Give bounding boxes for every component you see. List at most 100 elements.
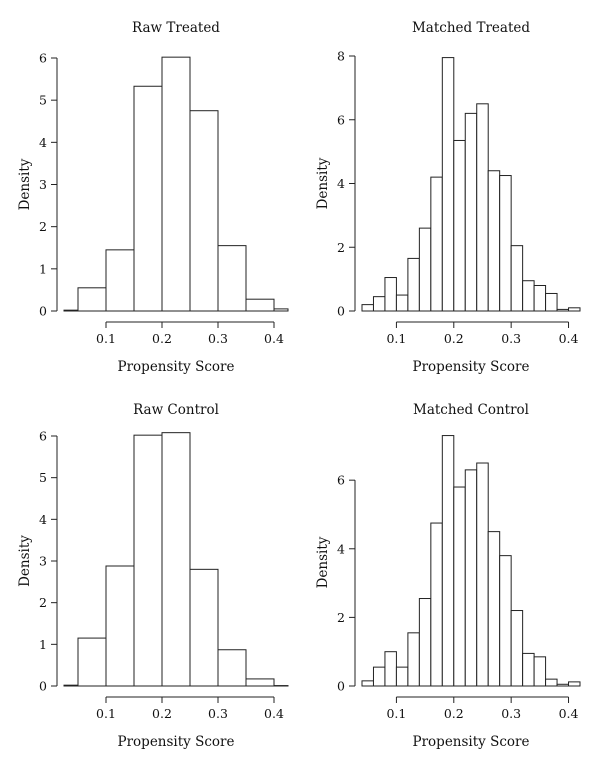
histogram-bar [545, 292, 558, 312]
histogram-bar [476, 103, 489, 312]
histogram-bar [487, 170, 501, 312]
y-tick-label: 2 [337, 240, 345, 255]
histogram-bar [568, 681, 581, 687]
x-axis-label: Propensity Score [118, 734, 235, 750]
histogram-bar [161, 56, 191, 312]
x-tick-label: 0.3 [208, 331, 228, 346]
x-axis-label: Propensity Score [413, 734, 530, 750]
y-tick-label: 6 [337, 473, 345, 488]
x-tick-label: 0.2 [152, 331, 172, 346]
histogram-bar [245, 678, 275, 687]
histogram-bar [545, 678, 558, 687]
histogram-bar [499, 555, 512, 687]
histogram-panel-4: 0 2 4 6 0.1 0.2 0.3 0.4 Matched Control Propensit… [315, 402, 581, 750]
y-tick-label: 3 [39, 554, 47, 569]
x-tick-label: 0.3 [501, 706, 521, 721]
histogram-bar [372, 666, 386, 687]
y-tick-label: 6 [39, 429, 47, 444]
x-tick-label: 0.2 [152, 706, 172, 721]
histogram-bar [384, 651, 397, 687]
y-axis-label: Density [315, 157, 331, 209]
y-tick-label: 5 [39, 93, 47, 108]
x-tick-label: 0.4 [559, 331, 579, 346]
histogram-bar [395, 294, 409, 312]
histogram-bar [189, 110, 219, 312]
x-tick-label: 0.1 [386, 331, 406, 346]
histogram-bar [63, 309, 79, 312]
chart-title: Matched Treated [412, 20, 530, 36]
y-tick-label: 6 [39, 51, 47, 66]
histogram-bar [522, 652, 535, 687]
x-axis-label: Propensity Score [118, 359, 235, 375]
histogram-bar [395, 666, 409, 687]
histogram-bar [217, 245, 247, 312]
y-axis-label: Density [17, 535, 33, 587]
y-tick-label: 0 [337, 304, 345, 319]
y-tick-label: 8 [337, 49, 345, 64]
y-tick-label: 2 [337, 610, 345, 625]
x-tick-label: 0.4 [559, 706, 579, 721]
histogram-bar [161, 432, 191, 687]
histogram-bar [556, 683, 570, 687]
histogram-bar [464, 112, 478, 312]
histogram-bar [77, 637, 107, 687]
histogram-bar [510, 245, 524, 312]
histogram-bar [217, 649, 247, 687]
x-tick-label: 0.4 [264, 331, 284, 346]
x-tick-label: 0.1 [96, 706, 116, 721]
x-tick-label: 0.3 [208, 706, 228, 721]
histogram-bar [441, 57, 455, 312]
histogram-bar [372, 296, 386, 312]
histogram-bar [556, 308, 570, 312]
histogram-bar [453, 139, 466, 312]
histogram-bar [464, 469, 478, 687]
y-axis-label: Density [315, 536, 331, 588]
y-tick-label: 6 [337, 112, 345, 127]
histogram-bar [522, 280, 535, 312]
x-tick-label: 0.4 [264, 706, 284, 721]
y-tick-label: 3 [39, 177, 47, 192]
histogram-bar [407, 632, 420, 687]
y-tick-label: 1 [39, 261, 47, 276]
x-tick-label: 0.1 [386, 706, 406, 721]
histogram-bar [510, 610, 524, 687]
y-tick-label: 0 [39, 679, 47, 694]
y-tick-label: 0 [39, 304, 47, 319]
histogram-bar [430, 176, 443, 312]
chart-title: Raw Control [133, 402, 219, 418]
histogram-bar [453, 486, 466, 687]
histogram-bar [418, 227, 432, 312]
x-axis-label: Propensity Score [413, 359, 530, 375]
histogram-bar [361, 680, 374, 687]
y-tick-label: 5 [39, 470, 47, 485]
histogram-panel-3: 0 1 2 3 4 5 6 0.1 0.2 0.3 0.4 Raw Control Propensity… [17, 402, 289, 750]
y-tick-label: 1 [39, 637, 47, 652]
histogram-bar [476, 462, 489, 687]
histogram-bar [63, 684, 79, 687]
x-tick-label: 0.2 [444, 331, 464, 346]
y-tick-label: 2 [39, 595, 47, 610]
histogram-bar [384, 277, 397, 312]
histogram-bar [105, 565, 135, 687]
x-tick-label: 0.2 [444, 706, 464, 721]
y-tick-label: 4 [337, 176, 345, 191]
histogram-bar [499, 175, 512, 312]
histogram-bar [273, 308, 289, 312]
chart-title: Matched Control [413, 402, 529, 418]
histogram-panel-2: 0 2 4 6 8 0.1 0.2 0.3 0.4 Matched Treated Propensi… [315, 20, 581, 375]
y-axis-label: Density [17, 158, 33, 210]
histogram-bar [77, 287, 107, 312]
y-tick-label: 4 [39, 512, 47, 527]
x-tick-label: 0.3 [501, 331, 521, 346]
histogram-bar [430, 522, 443, 687]
histogram-bar [533, 285, 547, 312]
histogram-bar [418, 598, 432, 687]
histogram-bar [441, 435, 455, 687]
histogram-bar [133, 434, 163, 687]
y-tick-label: 0 [337, 679, 345, 694]
chart-title: Raw Treated [132, 20, 220, 36]
histogram-bar [533, 656, 547, 687]
histogram-panel-1: 0 1 2 3 4 5 6 0.1 0.2 0.3 0.4 Raw Treated Propensity… [17, 20, 289, 375]
histogram-bar [189, 568, 219, 687]
